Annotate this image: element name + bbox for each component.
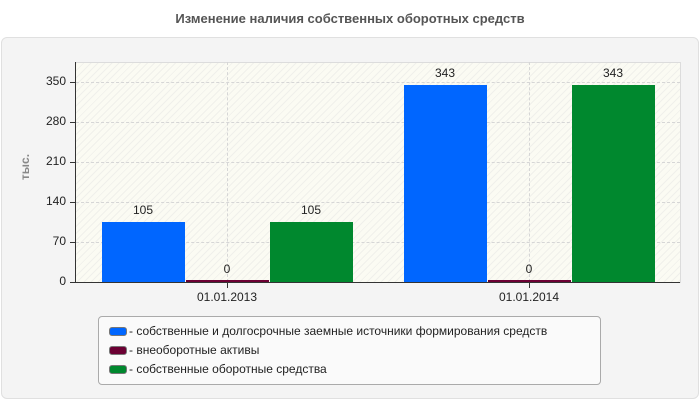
y-tick-label: 210 xyxy=(45,154,66,168)
bar-value-label: 105 xyxy=(300,203,322,217)
y-tick xyxy=(70,282,75,283)
legend-swatch-icon xyxy=(109,326,127,336)
legend-item-noncurrent-assets: - внеоборотные активы xyxy=(109,342,259,358)
y-tick-label: 350 xyxy=(45,74,66,88)
gridline-140 xyxy=(76,202,680,203)
bar-value-label: 105 xyxy=(132,203,154,217)
legend-label: - внеоборотные активы xyxy=(129,343,260,357)
legend-item-sources: - собственные и долгосрочные заемные ист… xyxy=(109,323,547,339)
bar-sources-2014 xyxy=(404,85,487,282)
y-tick xyxy=(70,242,75,243)
bar-value-label: 343 xyxy=(602,66,624,80)
y-axis-unit: тыс. xyxy=(18,153,33,181)
bar-working-capital-2014 xyxy=(572,85,655,282)
bar-sources-2013 xyxy=(102,222,185,282)
bar-noncurrent-2014 xyxy=(488,280,571,282)
legend-swatch-icon xyxy=(109,345,127,355)
bar-noncurrent-2013 xyxy=(186,280,269,282)
bar-value-label: 343 xyxy=(434,66,456,80)
gridline-70 xyxy=(76,242,680,243)
x-tick xyxy=(227,283,228,288)
legend-label: - собственные оборотные средства xyxy=(129,362,327,376)
y-axis xyxy=(75,62,76,283)
x-tick xyxy=(529,283,530,288)
x-tick-label: 01.01.2014 xyxy=(498,290,560,304)
legend-item-working-capital: - собственные оборотные средства xyxy=(109,361,327,377)
gridline-350 xyxy=(76,82,680,83)
y-tick-label: 70 xyxy=(52,234,66,248)
y-tick-label: 0 xyxy=(59,274,66,288)
y-tick xyxy=(70,122,75,123)
x-tick-label: 01.01.2013 xyxy=(196,290,258,304)
vgridline-2013 xyxy=(227,62,228,282)
legend-swatch-icon xyxy=(109,364,127,374)
gridline-280 xyxy=(76,122,680,123)
vgridline-2014 xyxy=(529,62,530,282)
y-tick-label: 140 xyxy=(45,194,66,208)
y-tick xyxy=(70,162,75,163)
bar-working-capital-2013 xyxy=(270,222,353,282)
bar-value-label: 0 xyxy=(525,262,533,276)
y-tick-label: 280 xyxy=(45,114,66,128)
chart-title: Изменение наличия собственных оборотных … xyxy=(175,11,525,26)
bar-value-label: 0 xyxy=(223,262,231,276)
gridline-210 xyxy=(76,162,680,163)
legend: - собственные и долгосрочные заемные ист… xyxy=(98,316,601,385)
x-axis xyxy=(75,282,680,283)
y-tick xyxy=(70,82,75,83)
y-tick xyxy=(70,202,75,203)
legend-label: - собственные и долгосрочные заемные ист… xyxy=(129,324,548,338)
